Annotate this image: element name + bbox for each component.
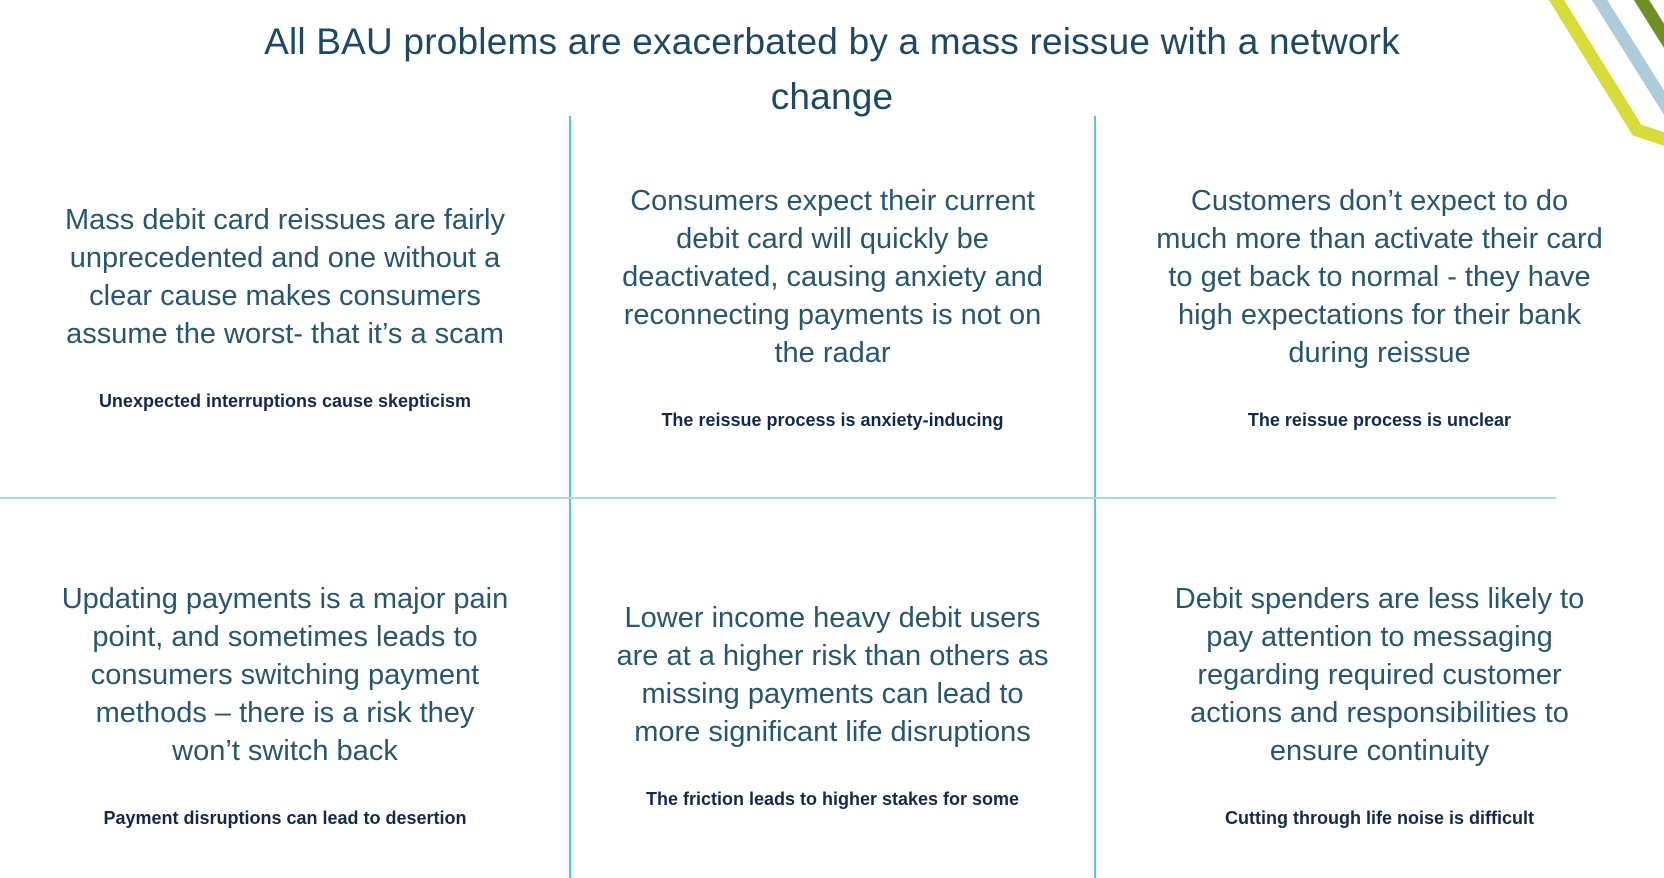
insight-cell-bottom-left: Updating payments is a major pain point,… [0,497,570,878]
insight-cell-top-right: Customers don’t expect to do much more t… [1095,116,1664,497]
insight-body: Updating payments is a major pain point,… [61,583,509,767]
insight-body: Customers don’t expect to do much more t… [1156,185,1603,369]
insight-cell-bottom-right: Debit spenders are less likely to pay at… [1095,497,1664,878]
slide-title-line-1: All BAU problems are exacerbated by a ma… [264,21,1400,62]
insight-caption: The friction leads to higher stakes for … [645,789,1020,809]
insight-caption: Cutting through life noise is difficult [1225,808,1534,828]
insight-cell-top-left: Mass debit card reissues are fairly unpr… [0,116,570,497]
insight-cell-bottom-middle: Lower income heavy debit users are at a … [570,497,1095,878]
horizontal-divider [0,497,1556,499]
insight-body: Debit spenders are less likely to pay at… [1174,583,1585,767]
insight-cell-top-middle: Consumers expect their current debit car… [570,116,1095,497]
slide-title: All BAU problems are exacerbated by a ma… [0,14,1664,124]
slide-title-line-2: change [770,76,894,117]
insight-grid: Mass debit card reissues are fairly unpr… [0,116,1664,878]
insight-caption: The reissue process is unclear [1247,410,1512,430]
insight-caption: The reissue process is anxiety-inducing [661,410,1004,430]
insight-body: Lower income heavy debit users are at a … [616,602,1049,748]
insight-caption: Payment disruptions can lead to desertio… [103,808,467,828]
insight-caption: Unexpected interruptions cause skepticis… [98,391,472,411]
insight-body: Consumers expect their current debit car… [622,185,1043,369]
insight-body: Mass debit card reissues are fairly unpr… [65,204,505,350]
